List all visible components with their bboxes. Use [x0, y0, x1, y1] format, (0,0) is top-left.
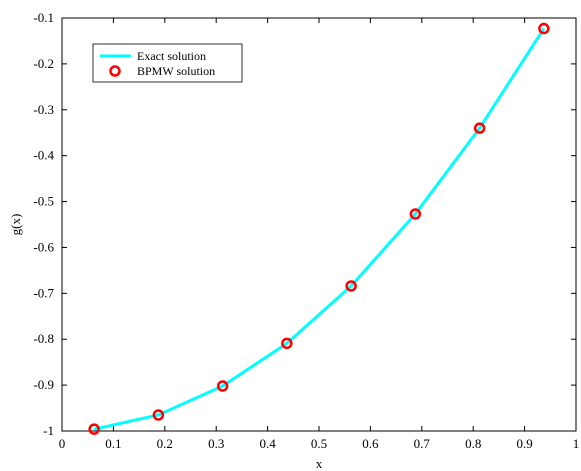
series-layer: [88, 22, 550, 435]
x-tick-label: 0: [59, 436, 66, 451]
legend: Exact solution BPMW solution: [92, 43, 243, 83]
x-axis: 0 0.1 0.2 0.3 0.4 0.5 0.6 0.7 0.8 0.9 1: [59, 18, 580, 451]
x-tick-label: 0.4: [259, 436, 276, 451]
legend-label-exact: Exact solution: [137, 49, 206, 63]
x-tick-label: 0.7: [414, 436, 431, 451]
x-tick-label: 0.9: [516, 436, 532, 451]
y-axis: -1 -0.9 -0.8 -0.7 -0.6 -0.5 -0.4 -0.3 -0.2 -0.1: [33, 10, 576, 438]
x-tick-label: 0.8: [465, 436, 481, 451]
y-tick-label: -0.1: [33, 10, 54, 25]
y-axis-label: g(x): [8, 214, 23, 236]
y-tick-label: -0.7: [33, 285, 54, 300]
x-tick-label: 0.3: [208, 436, 224, 451]
plot-area: [61, 17, 577, 432]
axes-box: [61, 17, 577, 432]
x-tick-label: 0.2: [157, 436, 173, 451]
y-tick-label: -0.9: [33, 377, 54, 392]
y-tick-label: -0.2: [33, 56, 54, 71]
x-tick-label: 0.6: [362, 436, 379, 451]
y-tick-label: -0.8: [33, 331, 54, 346]
data-point-bpmw: [281, 337, 293, 350]
data-point-bpmw: [152, 409, 165, 421]
series-line-exact: [93, 27, 546, 431]
x-tick-label: 0.5: [311, 436, 327, 451]
data-point-bpmw: [538, 22, 550, 35]
y-tick-label: -0.4: [33, 148, 54, 163]
x-tick-label: 1: [573, 436, 580, 451]
legend-marker-sample: [109, 65, 121, 77]
y-tick-label: -0.5: [33, 194, 54, 209]
data-point-bpmw: [216, 380, 229, 392]
data-point-bpmw: [473, 122, 486, 134]
data-point-bpmw: [345, 280, 357, 292]
x-tick-label: 0.1: [105, 436, 121, 451]
y-tick-label: -0.3: [33, 102, 54, 117]
legend-label-bpmw: BPMW solution: [137, 64, 215, 78]
y-tick-label: -1: [43, 423, 54, 438]
x-axis-label: x: [316, 456, 323, 471]
data-point-bpmw: [409, 208, 422, 220]
y-tick-label: -0.6: [33, 239, 54, 254]
data-point-bpmw: [88, 423, 100, 435]
